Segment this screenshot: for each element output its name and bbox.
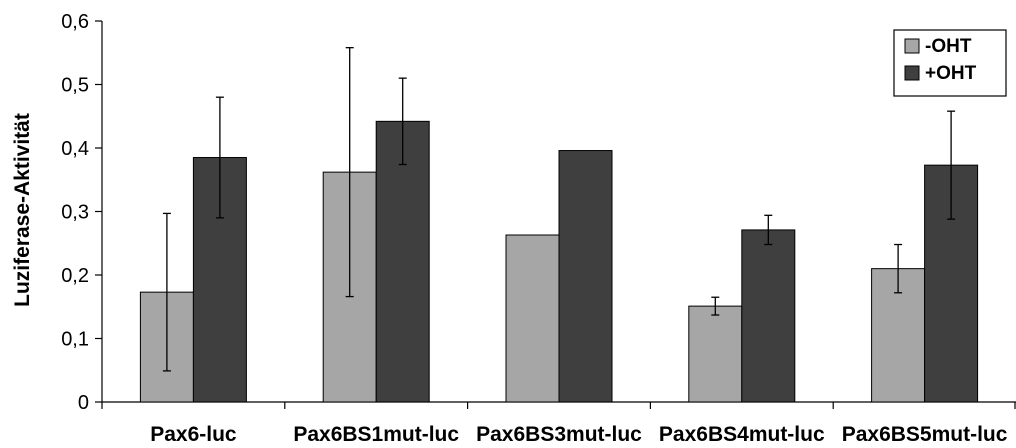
legend: -OHT +OHT [893,29,1007,97]
y-tick-label: 0,2 [61,265,89,287]
error-bars [162,47,956,372]
y-tick-label: 0,4 [61,138,89,160]
x-axis [101,401,1016,409]
y-axis: 0 0,1 0,2 0,3 0,4 0,5 0,6 [61,11,103,414]
y-tick-label: 0,6 [61,11,89,33]
bars [139,120,979,403]
category-labels: Pax6-luc Pax6BS1mut-luc Pax6BS3mut-luc Pax6… [150,423,1008,446]
bar-plus-oht [558,150,613,403]
category-label: Pax6BS4mut-luc [659,423,825,446]
bar-plus-oht [741,229,796,403]
legend-swatch [904,38,920,54]
y-tick-label: 0,1 [61,329,89,351]
category-label: Pax6BS5mut-luc [842,423,1008,446]
legend-swatch [904,65,920,81]
bar-minus-oht [688,305,743,403]
y-tick-label: 0,3 [61,202,89,224]
legend-label: -OHT [925,36,972,57]
category-label: Pax6-luc [150,423,237,446]
y-tick-label: 0 [78,392,89,414]
y-tick-label: 0,5 [61,75,89,97]
category-label: Pax6BS3mut-luc [476,423,642,446]
category-label: Pax6BS1mut-luc [293,423,459,446]
bar-minus-oht [505,234,560,403]
bar-plus-oht [375,120,430,403]
y-axis-label: Luziferase-Aktivität [11,113,34,307]
legend-label: +OHT [925,63,977,84]
